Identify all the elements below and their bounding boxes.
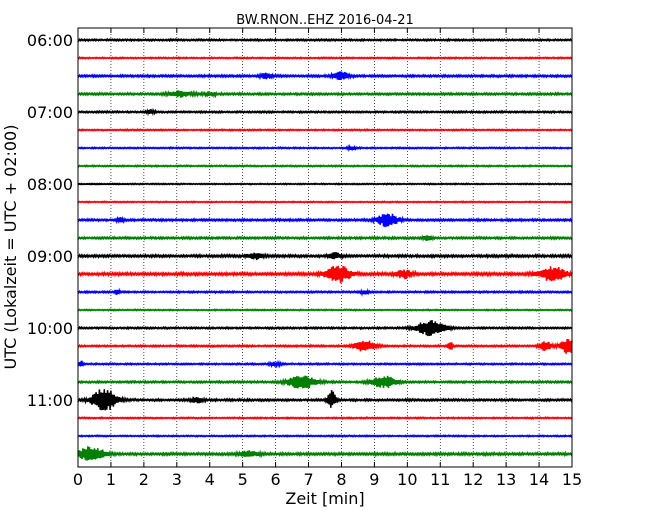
trace-07:30 (77, 143, 573, 153)
chart-title: BW.RNON..EHZ 2016-04-21 (236, 13, 414, 28)
trace-10:00 (77, 320, 573, 337)
y-tick-label: 07:00 (27, 103, 73, 122)
trace-06:15 (77, 55, 573, 61)
trace-08:00 (77, 182, 573, 186)
x-axis-label: Zeit [min] (285, 489, 364, 508)
x-tick-label: 8 (336, 470, 346, 489)
trace-06:00 (77, 37, 573, 43)
plot-frame (77, 27, 573, 468)
x-axis-ticks: 0 1 2 3 4 5 6 7 8 9 10 11 12 13 14 15 (73, 28, 582, 489)
y-axis-label: UTC (Lokalzeit = UTC + 02:00) (1, 125, 20, 370)
trace-11:00 (77, 389, 573, 411)
trace-10:15 (77, 339, 573, 354)
x-tick-label: 6 (271, 470, 281, 489)
x-tick-label: 13 (496, 470, 516, 489)
x-tick-label: 14 (529, 470, 549, 489)
x-tick-label: 9 (369, 470, 379, 489)
trace-11:45 (77, 446, 573, 461)
trace-07:00 (77, 107, 573, 117)
trace-11:15 (77, 415, 573, 421)
x-tick-label: 3 (172, 470, 182, 489)
grid-lines (110, 28, 540, 467)
trace-10:30 (77, 359, 573, 369)
x-tick-label: 0 (73, 470, 83, 489)
y-tick-label: 10:00 (27, 319, 73, 338)
x-tick-label: 12 (463, 470, 483, 489)
x-tick-label: 1 (106, 470, 116, 489)
x-tick-label: 7 (303, 470, 313, 489)
trace-06:30 (77, 71, 573, 81)
y-tick-label: 08:00 (27, 175, 73, 194)
y-tick-label: 06:00 (27, 31, 73, 50)
trace-09:15 (77, 265, 573, 284)
x-tick-label: 4 (205, 470, 215, 489)
trace-08:45 (77, 234, 573, 243)
trace-08:15 (77, 200, 573, 204)
trace-07:45 (77, 163, 573, 169)
x-tick-label: 5 (238, 470, 248, 489)
trace-06:45 (77, 89, 573, 99)
x-tick-label: 2 (139, 470, 149, 489)
trace-09:00 (77, 252, 573, 261)
trace-07:15 (77, 127, 573, 133)
trace-11:30 (77, 433, 573, 439)
y-tick-label: 11:00 (27, 391, 73, 410)
trace-09:30 (77, 287, 573, 297)
trace-08:30 (77, 213, 573, 228)
trace-10:45 (77, 375, 573, 389)
x-tick-label: 15 (562, 470, 582, 489)
x-tick-label: 11 (430, 470, 450, 489)
y-tick-label: 09:00 (27, 247, 73, 266)
x-tick-label: 10 (397, 470, 417, 489)
y-axis-ticks: 06:00 07:00 08:00 09:00 10:00 11:00 (27, 31, 83, 410)
seismogram-traces (77, 37, 573, 461)
trace-09:45 (77, 308, 573, 312)
